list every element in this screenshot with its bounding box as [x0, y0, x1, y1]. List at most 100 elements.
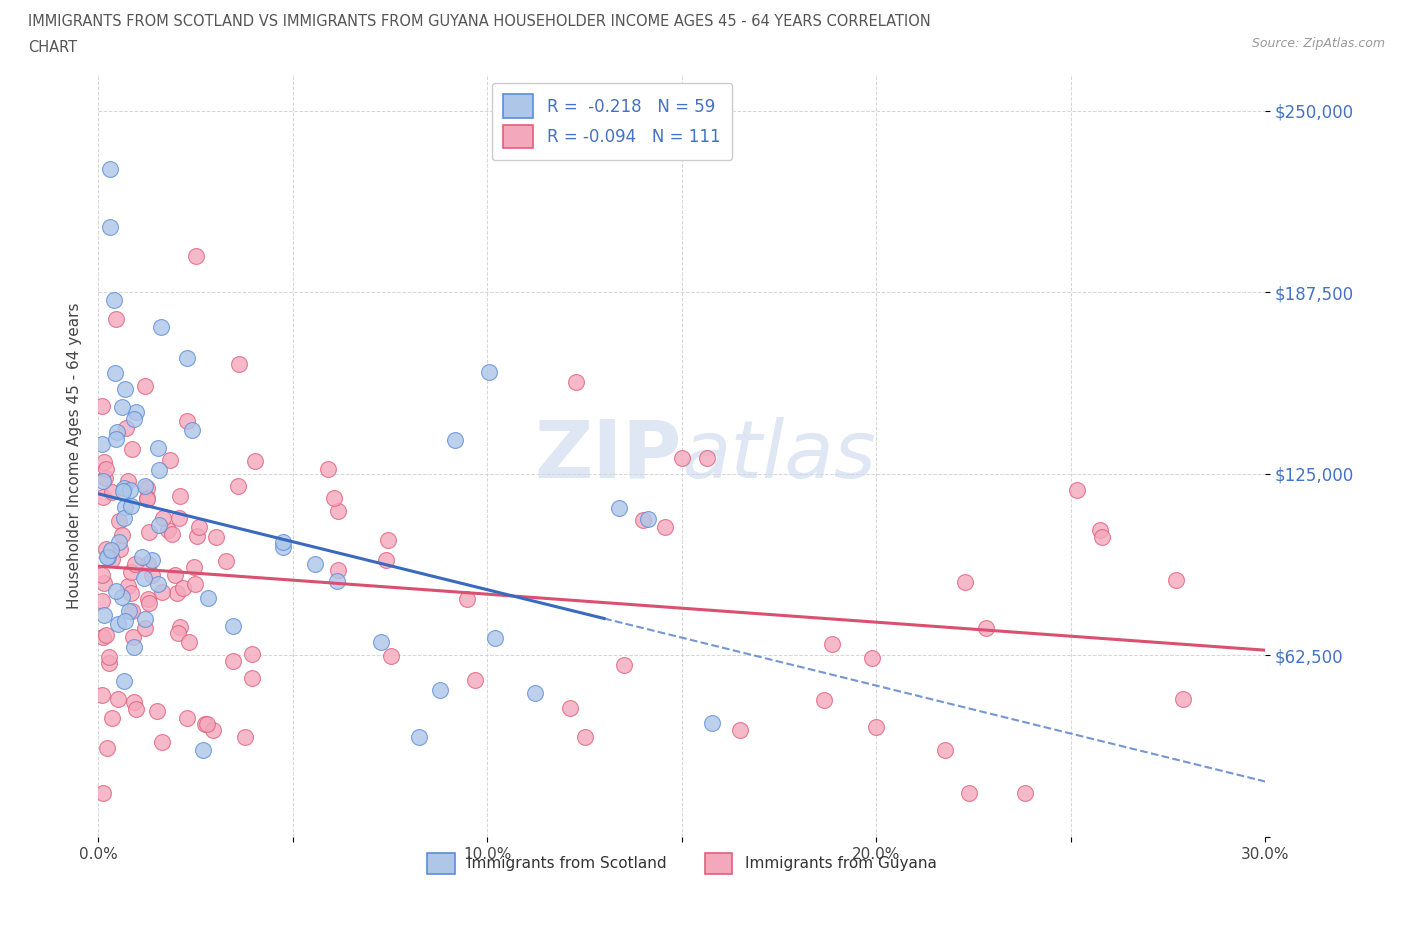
Point: [114, 499, 136, 514]
Point: [91, 437, 114, 452]
Point: [429, 683, 451, 698]
Point: [865, 719, 887, 734]
Point: [120, 565, 142, 579]
Point: [159, 452, 181, 467]
Point: [188, 520, 211, 535]
Point: [149, 320, 172, 335]
Point: [108, 541, 131, 556]
Point: [245, 454, 267, 469]
Point: [97, 656, 120, 671]
Point: [141, 552, 163, 567]
Point: [201, 723, 224, 737]
Point: [169, 489, 191, 504]
Point: [114, 382, 136, 397]
Point: [564, 375, 586, 390]
Point: [222, 618, 245, 633]
Point: [240, 671, 263, 685]
Point: [134, 379, 156, 393]
Point: [146, 703, 169, 718]
Point: [96, 741, 118, 756]
Point: [1164, 572, 1187, 587]
Point: [96, 550, 118, 565]
Point: [1173, 692, 1195, 707]
Point: [94, 541, 117, 556]
Point: [326, 504, 349, 519]
Point: [91, 786, 114, 801]
Point: [322, 491, 344, 506]
Point: [273, 535, 295, 550]
Point: [117, 473, 139, 488]
Point: [150, 585, 173, 600]
Point: [166, 585, 188, 600]
Point: [134, 478, 156, 493]
Point: [121, 604, 143, 618]
Point: [183, 560, 205, 575]
Point: [1066, 483, 1088, 498]
Point: [93, 576, 115, 591]
Point: [609, 500, 631, 515]
Point: [138, 525, 160, 539]
Point: [98, 650, 121, 665]
Text: CHART: CHART: [28, 40, 77, 55]
Point: [184, 248, 207, 263]
Point: [132, 571, 155, 586]
Point: [197, 717, 219, 732]
Point: [183, 577, 205, 591]
Point: [215, 553, 238, 568]
Point: [105, 424, 128, 439]
Point: [115, 420, 138, 435]
Point: [176, 414, 198, 429]
Point: [111, 527, 134, 542]
Point: [654, 520, 676, 535]
Point: [138, 596, 160, 611]
Point: [101, 485, 124, 499]
Point: [160, 526, 183, 541]
Point: [112, 673, 135, 688]
Point: [122, 412, 145, 427]
Point: [478, 365, 501, 379]
Point: [131, 550, 153, 565]
Point: [728, 723, 751, 737]
Point: [105, 432, 128, 446]
Point: [377, 533, 399, 548]
Point: [934, 742, 956, 757]
Point: [107, 691, 129, 706]
Point: [94, 628, 117, 643]
Point: [228, 356, 250, 371]
Point: [111, 399, 134, 414]
Point: [1014, 786, 1036, 801]
Point: [177, 634, 200, 649]
Point: [146, 441, 169, 456]
Point: [860, 651, 883, 666]
Point: [91, 688, 114, 703]
Legend: Immigrants from Scotland, Immigrants from Guyana: Immigrants from Scotland, Immigrants fro…: [415, 841, 949, 886]
Point: [93, 607, 115, 622]
Point: [637, 512, 659, 527]
Point: [631, 512, 654, 527]
Point: [523, 685, 546, 700]
Point: [134, 621, 156, 636]
Point: [93, 630, 115, 644]
Point: [104, 312, 127, 326]
Point: [702, 715, 724, 730]
Point: [107, 617, 129, 631]
Point: [408, 730, 430, 745]
Text: Source: ZipAtlas.com: Source: ZipAtlas.com: [1251, 37, 1385, 50]
Point: [135, 491, 157, 506]
Point: [304, 556, 326, 571]
Point: [464, 673, 486, 688]
Point: [821, 636, 844, 651]
Point: [100, 542, 122, 557]
Point: [91, 593, 114, 608]
Point: [574, 729, 596, 744]
Point: [169, 619, 191, 634]
Point: [124, 556, 146, 571]
Point: [125, 405, 148, 419]
Point: [813, 693, 835, 708]
Point: [181, 422, 204, 437]
Point: [165, 567, 187, 582]
Point: [104, 584, 127, 599]
Y-axis label: Householder Income Ages 45 - 64 years: Householder Income Ages 45 - 64 years: [66, 302, 82, 609]
Point: [91, 398, 114, 413]
Point: [148, 518, 170, 533]
